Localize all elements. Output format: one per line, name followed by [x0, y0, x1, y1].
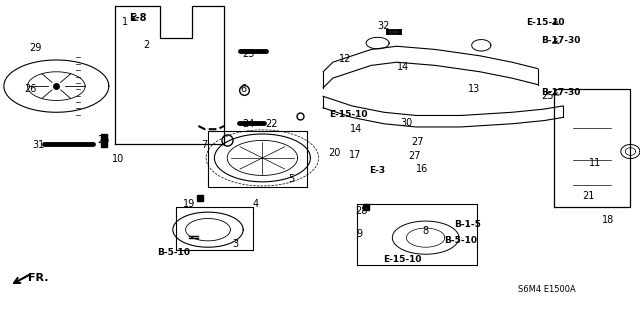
Text: S6M4 E1500A: S6M4 E1500A	[518, 285, 576, 294]
Text: E-8: E-8	[129, 12, 147, 23]
Text: 26: 26	[97, 135, 110, 145]
Text: 9: 9	[356, 229, 363, 240]
Text: 8: 8	[422, 226, 429, 236]
Text: 27: 27	[412, 137, 424, 147]
Text: 29: 29	[29, 43, 42, 53]
Text: 27: 27	[408, 151, 420, 161]
Text: 3: 3	[232, 239, 238, 249]
Text: 31: 31	[32, 140, 45, 150]
Text: 21: 21	[582, 191, 595, 201]
Text: FR.: FR.	[28, 272, 49, 283]
Text: E-15-10: E-15-10	[330, 110, 368, 119]
Text: E-3: E-3	[369, 166, 386, 175]
Text: E-15-10: E-15-10	[526, 18, 564, 27]
Text: B-17-30: B-17-30	[541, 36, 580, 45]
Text: 25: 25	[541, 91, 554, 101]
Text: 14: 14	[397, 62, 410, 72]
Text: B-5-10: B-5-10	[157, 248, 191, 256]
Text: 13: 13	[467, 84, 480, 94]
Text: 18: 18	[602, 215, 614, 225]
Text: 11: 11	[589, 158, 602, 168]
Text: 22: 22	[266, 119, 278, 130]
Text: 7: 7	[202, 140, 208, 150]
Text: 1: 1	[122, 17, 128, 27]
Text: 20: 20	[328, 148, 340, 158]
Text: 5: 5	[288, 174, 294, 184]
Text: 12: 12	[339, 54, 352, 64]
Text: 24: 24	[242, 119, 255, 130]
Text: 26: 26	[24, 84, 36, 94]
Text: 30: 30	[400, 118, 413, 128]
Text: 28: 28	[355, 205, 368, 216]
Text: 10: 10	[112, 154, 125, 165]
Text: 14: 14	[349, 124, 362, 134]
Text: 23: 23	[242, 48, 255, 59]
Text: 19: 19	[182, 199, 195, 209]
Text: 2: 2	[143, 40, 149, 50]
Text: 6: 6	[240, 84, 246, 94]
Text: 32: 32	[378, 20, 390, 31]
Text: B-1-5: B-1-5	[454, 220, 481, 229]
Text: 4: 4	[253, 199, 259, 209]
Text: 17: 17	[349, 150, 362, 160]
Text: E-15-10: E-15-10	[383, 256, 421, 264]
Text: B-5-10: B-5-10	[444, 236, 477, 245]
Text: B-17-30: B-17-30	[541, 88, 580, 97]
Text: 16: 16	[416, 164, 429, 174]
